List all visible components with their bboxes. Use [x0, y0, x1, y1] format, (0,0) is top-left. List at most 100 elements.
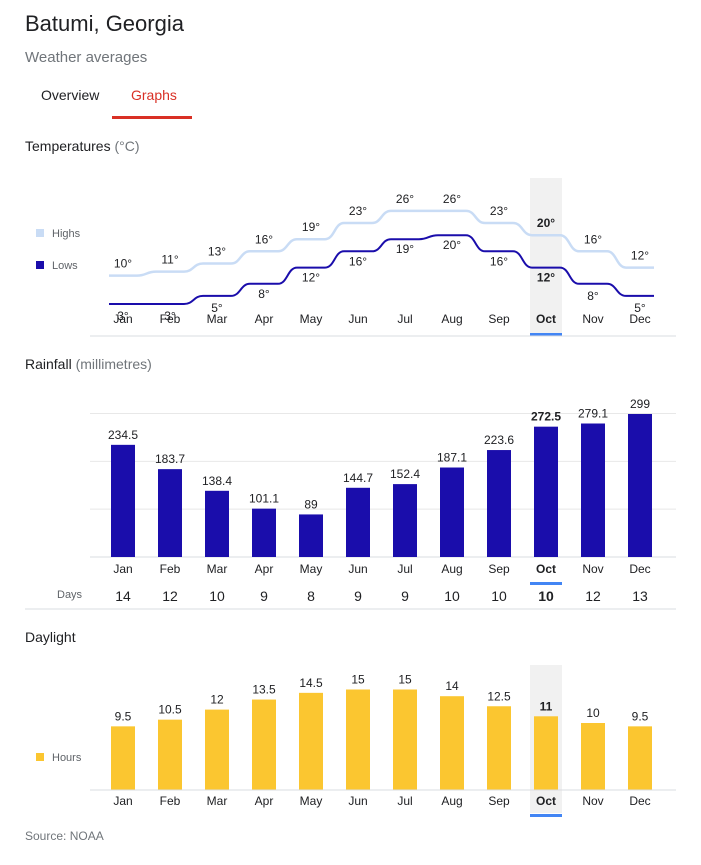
- high-temp-label: 12°: [631, 249, 649, 263]
- low-temp-label: 19°: [396, 242, 414, 256]
- rainfall-bar: [158, 469, 182, 557]
- rainfall-days-value: 10: [209, 588, 225, 604]
- rainfall-month-label: Mar: [207, 562, 228, 576]
- rainfall-unit: (millimetres): [75, 356, 152, 372]
- daylight-month-label: Feb: [160, 794, 181, 808]
- rainfall-days-value: 10: [444, 588, 460, 604]
- rainfall-bar: [440, 467, 464, 557]
- rainfall-value-label: 138.4: [202, 474, 232, 488]
- high-temp-label: 20°: [537, 216, 555, 230]
- lows-line: [108, 234, 654, 306]
- high-temp-label: 10°: [114, 257, 132, 271]
- low-temp-label: 16°: [490, 254, 508, 268]
- daylight-value-label: 12: [210, 693, 224, 707]
- temperature-month-label: Apr: [255, 312, 274, 326]
- rainfall-value-label: 187.1: [437, 451, 467, 465]
- rainfall-month-label: Sep: [488, 562, 510, 576]
- daylight-month-label: Jul: [397, 794, 412, 808]
- daylight-value-label: 14: [445, 679, 459, 693]
- rainfall-month-label: Feb: [160, 562, 181, 576]
- rainfall-month-label: Jul: [397, 562, 412, 576]
- rainfall-value-label: 234.5: [108, 428, 138, 442]
- rainfall-month-label: Dec: [629, 562, 650, 576]
- rainfall-bar: [205, 490, 229, 557]
- rainfall-month-label: Aug: [441, 562, 462, 576]
- high-temp-label: 23°: [349, 204, 367, 218]
- daylight-month-label: Nov: [582, 794, 603, 808]
- rainfall-month-label: May: [300, 562, 323, 576]
- low-temp-label: 16°: [349, 254, 367, 268]
- daylight-bar: [158, 719, 182, 790]
- rainfall-days-value: 12: [585, 588, 601, 604]
- rainfall-days-value: 9: [260, 588, 268, 604]
- high-temp-label: 13°: [208, 245, 226, 259]
- high-temp-label: 16°: [584, 232, 602, 246]
- temperature-month-label: Sep: [488, 312, 510, 326]
- lows-legend-label: Lows: [52, 260, 78, 272]
- daylight-value-label: 9.5: [115, 709, 132, 723]
- rainfall-bar: [346, 487, 370, 557]
- tab-graphs[interactable]: Graphs: [131, 87, 177, 103]
- rainfall-month-label: Nov: [582, 562, 603, 576]
- daylight-month-label: Jun: [348, 794, 367, 808]
- high-temp-label: 16°: [255, 232, 273, 246]
- rainfall-value-label: 89: [304, 497, 318, 511]
- rainfall-value-label: 183.7: [155, 452, 185, 466]
- rainfall-days-value: 12: [162, 588, 178, 604]
- low-temp-label: 12°: [302, 271, 320, 285]
- daylight-value-label: 14.5: [299, 676, 323, 690]
- low-temp-label: 8°: [258, 287, 270, 301]
- high-temp-label: 11°: [161, 253, 178, 267]
- rainfall-days-label: Days: [57, 589, 83, 601]
- rainfall-bar: [393, 484, 417, 557]
- daylight-bar: [628, 726, 652, 790]
- daylight-month-label: Dec: [629, 794, 650, 808]
- rainfall-days-value: 10: [491, 588, 507, 604]
- source-note: Source: NOAA: [25, 829, 104, 843]
- page-title: Batumi, Georgia: [25, 11, 184, 36]
- tab-selected-indicator: [112, 116, 192, 119]
- daylight-bar: [111, 726, 135, 790]
- daylight-value-label: 11: [540, 699, 553, 713]
- daylight-month-label: May: [300, 794, 323, 808]
- high-temp-label: 26°: [396, 192, 414, 206]
- daylight-bar: [252, 699, 276, 790]
- daylight-value-label: 13.5: [252, 683, 276, 697]
- page-subtitle: Weather averages: [25, 49, 148, 66]
- daylight-value-label: 12.5: [487, 689, 511, 703]
- temperature-month-label: May: [300, 312, 323, 326]
- temperature-month-label: Mar: [207, 312, 228, 326]
- daylight-value-label: 15: [351, 673, 365, 687]
- temperature-month-indicator: [530, 333, 562, 336]
- tab-overview[interactable]: Overview: [41, 87, 100, 103]
- daylight-bar: [205, 709, 229, 790]
- rainfall-days-value: 9: [354, 588, 362, 604]
- rainfall-days-value: 13: [632, 588, 648, 604]
- temperatures-title: Temperatures: [25, 138, 111, 154]
- rainfall-value-label: 101.1: [249, 492, 279, 506]
- daylight-heading: Daylight: [25, 629, 76, 645]
- rainfall-value-label: 223.6: [484, 433, 514, 447]
- rainfall-month-label: Jun: [348, 562, 367, 576]
- high-temp-label: 19°: [302, 220, 320, 234]
- daylight-bar: [487, 706, 511, 790]
- low-temp-label: 12°: [537, 271, 555, 285]
- daylight-title: Daylight: [25, 629, 76, 645]
- highs-legend-swatch: [36, 229, 44, 237]
- temperature-selected-column: [530, 178, 562, 333]
- daylight-month-label: Sep: [488, 794, 510, 808]
- rainfall-days-value: 10: [538, 588, 554, 604]
- rainfall-month-indicator: [530, 582, 562, 585]
- rainfall-bar: [581, 423, 605, 557]
- rainfall-title: Rainfall: [25, 356, 72, 372]
- rainfall-value-label: 279.1: [578, 407, 608, 421]
- daylight-value-label: 9.5: [632, 709, 649, 723]
- temperature-month-label: Jul: [397, 312, 412, 326]
- low-temp-label: 20°: [443, 238, 461, 252]
- highs-legend-label: Highs: [52, 228, 81, 240]
- hours-legend-label: Hours: [52, 752, 82, 764]
- rainfall-value-label: 299: [630, 397, 650, 411]
- rainfall-value-label: 152.4: [390, 467, 420, 481]
- daylight-month-label: Apr: [255, 794, 274, 808]
